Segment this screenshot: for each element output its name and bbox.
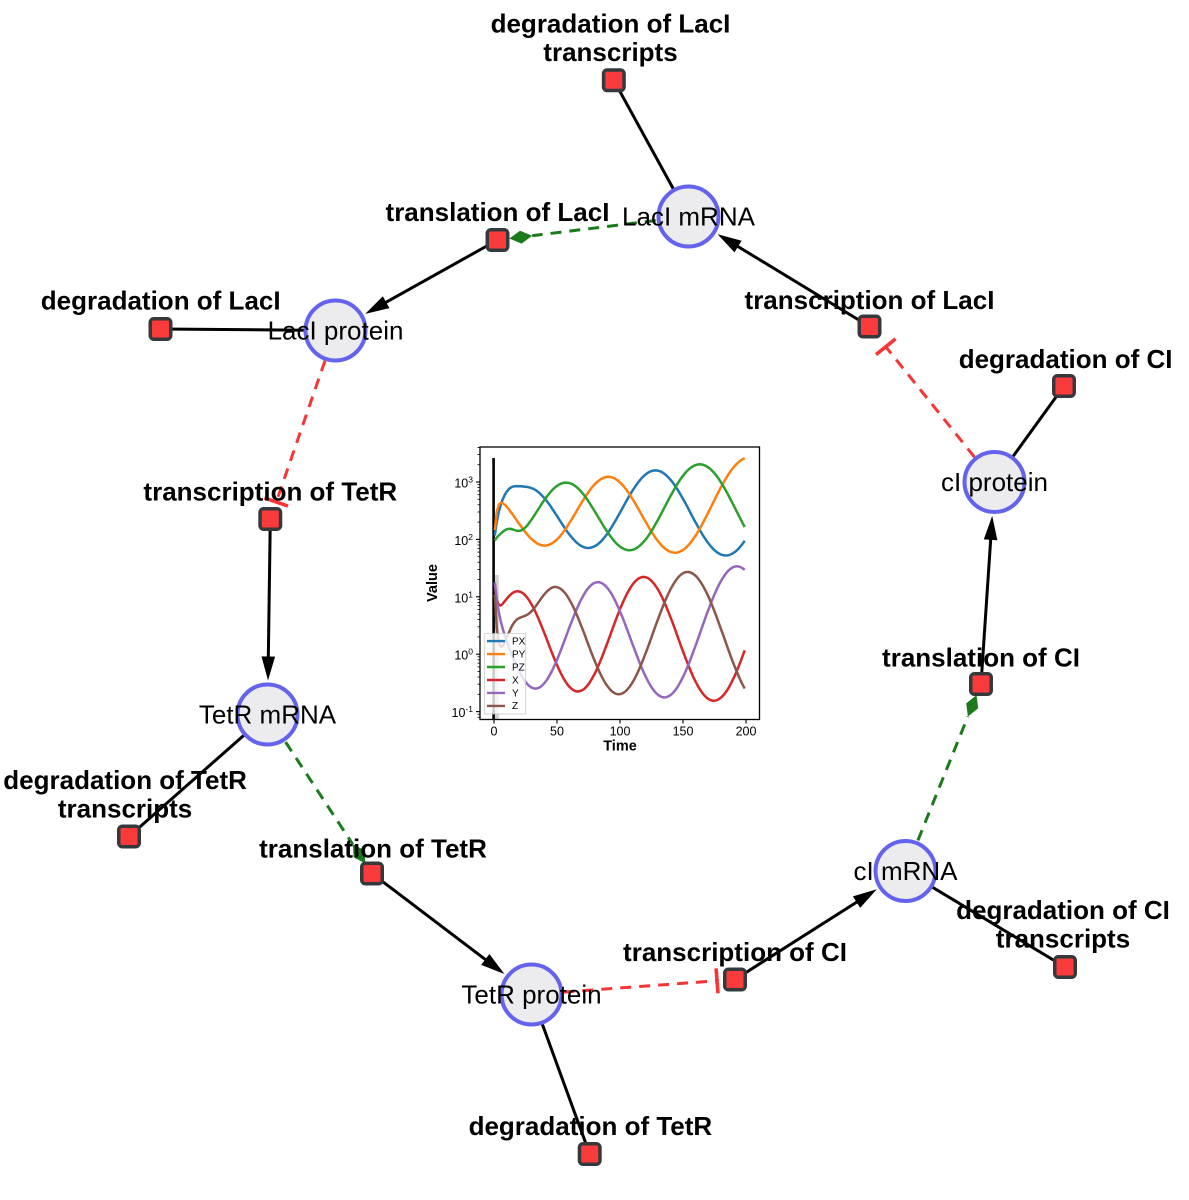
svg-text:transcripts: transcripts — [996, 924, 1130, 954]
svg-text:transcription of TetR: transcription of TetR — [143, 476, 397, 506]
svg-text:transcripts: transcripts — [58, 794, 192, 824]
svg-text:cI mRNA: cI mRNA — [854, 856, 959, 886]
svg-text:degradation of CI: degradation of CI — [956, 895, 1170, 925]
svg-text:transcription of LacI: transcription of LacI — [745, 285, 995, 315]
svg-text:degradation of TetR: degradation of TetR — [3, 765, 247, 795]
svg-text:degradation of TetR: degradation of TetR — [469, 1111, 713, 1141]
svg-text:200: 200 — [736, 724, 757, 738]
svg-text:X: X — [512, 675, 519, 686]
svg-text:50: 50 — [550, 724, 564, 738]
svg-text:transcripts: transcripts — [543, 37, 677, 67]
svg-text:Value: Value — [425, 564, 441, 602]
svg-text:0: 0 — [491, 724, 498, 738]
svg-text:150: 150 — [673, 724, 694, 738]
svg-text:degradation of LacI: degradation of LacI — [491, 9, 731, 39]
svg-text:PX: PX — [512, 637, 526, 648]
svg-text:translation of CI: translation of CI — [882, 643, 1080, 673]
svg-text:TetR protein: TetR protein — [461, 980, 601, 1010]
svg-text:LacI protein: LacI protein — [268, 316, 404, 346]
svg-text:degradation of CI: degradation of CI — [959, 344, 1173, 374]
svg-text:PZ: PZ — [512, 662, 525, 673]
svg-text:LacI mRNA: LacI mRNA — [622, 202, 756, 232]
svg-text:Y: Y — [512, 688, 519, 699]
svg-text:PY: PY — [512, 650, 526, 661]
svg-text:cI protein: cI protein — [941, 467, 1048, 497]
svg-text:TetR mRNA: TetR mRNA — [199, 700, 337, 730]
svg-text:Time: Time — [603, 739, 637, 755]
svg-text:translation of LacI: translation of LacI — [386, 197, 610, 227]
svg-text:translation of TetR: translation of TetR — [259, 834, 487, 864]
svg-text:Z: Z — [512, 701, 518, 712]
svg-text:100: 100 — [610, 724, 631, 738]
svg-text:transcription of CI: transcription of CI — [623, 937, 847, 967]
svg-text:degradation of LacI: degradation of LacI — [41, 286, 281, 316]
